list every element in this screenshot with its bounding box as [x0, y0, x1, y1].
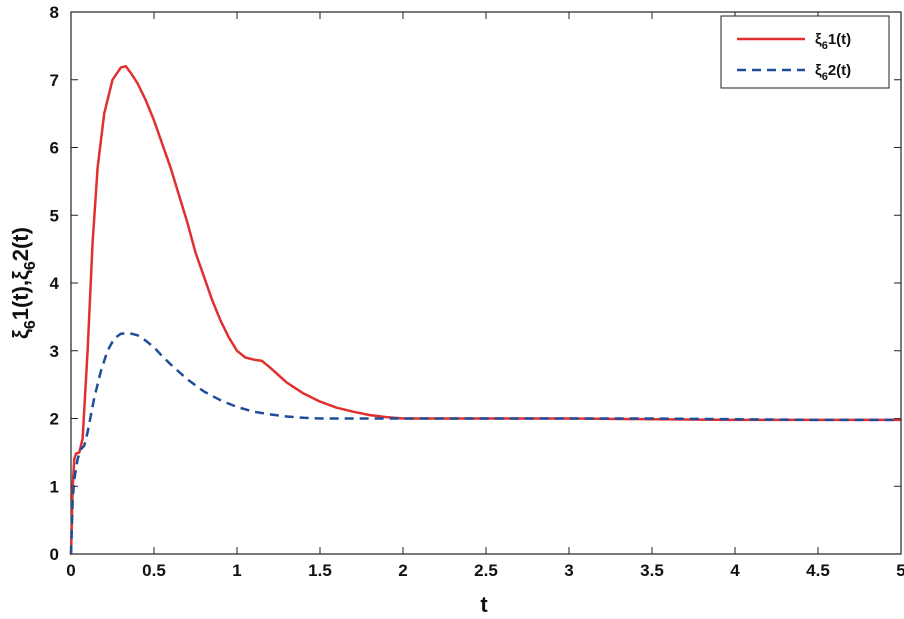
legend-label-series-1: ξ61(t) — [815, 31, 851, 52]
x-tick-label: 3 — [564, 561, 573, 580]
y-axis-title-sub1: 6 — [22, 320, 39, 329]
legend-label-series-2-xi: ξ — [815, 62, 822, 79]
x-tick-label: 1 — [232, 561, 241, 580]
y-tick-label: 2 — [50, 410, 59, 429]
y-tick-label: 7 — [50, 71, 59, 90]
y-axis-title-xi1: ξ — [8, 329, 33, 339]
y-axis-title-sub2: 6 — [22, 261, 39, 270]
x-axis-title: t — [480, 592, 488, 617]
x-tick-label: 5 — [896, 561, 904, 580]
x-tick-label: 1.5 — [308, 561, 332, 580]
axis-tick-labels: 0 0.5 1 1.5 2 2.5 3 3.5 4 4.5 5 0 1 2 3 4 5 6 7 8 — [50, 3, 904, 580]
y-tick-label: 0 — [50, 545, 59, 564]
y-tick-label: 4 — [50, 274, 60, 293]
legend-label-series-1-tail: 1(t) — [828, 31, 851, 48]
legend-label-series-2: ξ62(t) — [815, 62, 851, 83]
y-tick-label: 5 — [50, 206, 59, 225]
x-tick-label: 4 — [730, 561, 740, 580]
legend-label-series-1-sub: 6 — [822, 40, 828, 52]
y-axis-title: ξ61(t),ξ62(t) — [8, 227, 39, 339]
x-tick-label: 4.5 — [806, 561, 830, 580]
x-tick-label: 0 — [66, 561, 75, 580]
legend: ξ61(t) ξ62(t) — [720, 15, 890, 89]
y-axis-title-mid: 1(t), — [8, 280, 33, 320]
y-tick-label: 3 — [50, 342, 59, 361]
x-tick-label: 3.5 — [640, 561, 664, 580]
plot-area — [70, 11, 902, 555]
legend-label-series-2-sub: 6 — [822, 71, 828, 83]
legend-label-series-1-xi: ξ — [815, 31, 822, 48]
legend-box — [720, 15, 890, 89]
legend-label-series-2-tail: 2(t) — [828, 62, 851, 79]
series-line-2 — [69, 331, 901, 555]
y-tick-label: 8 — [50, 3, 59, 22]
y-tick-label: 6 — [50, 139, 59, 158]
y-tick-label: 1 — [50, 477, 59, 496]
y-axis-title-xi2: ξ — [8, 270, 33, 280]
x-tick-label: 2.5 — [474, 561, 498, 580]
y-axis-title-tail: 2(t) — [8, 227, 33, 261]
x-tick-label: 2 — [398, 561, 407, 580]
series-lines — [69, 64, 903, 556]
x-tick-label: 0.5 — [142, 561, 166, 580]
